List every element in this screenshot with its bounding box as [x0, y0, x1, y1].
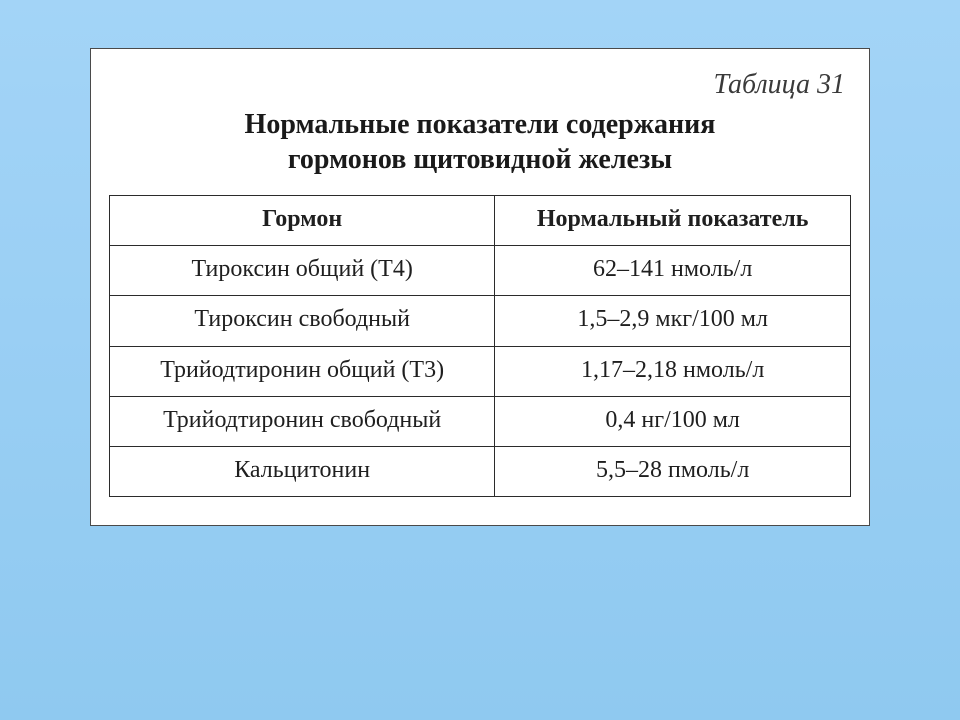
cell-value: 0,4 нг/100 мл — [495, 396, 851, 446]
table-title: Нормальные показатели содержания гормоно… — [109, 107, 851, 177]
hormone-table: Гормон Нормальный показатель Тироксин об… — [109, 195, 851, 497]
col-header-hormone: Гормон — [110, 196, 495, 246]
table-number: Таблица 31 — [109, 69, 845, 101]
table-row: Трийодтиронин общий (Т3) 1,17–2,18 нмоль… — [110, 346, 851, 396]
cell-hormone: Тироксин общий (Т4) — [110, 246, 495, 296]
cell-value: 1,5–2,9 мкг/100 мл — [495, 296, 851, 346]
cell-value: 5,5–28 пмоль/л — [495, 446, 851, 496]
table-row: Кальцитонин 5,5–28 пмоль/л — [110, 446, 851, 496]
cell-hormone: Трийодтиронин свобод­ный — [110, 396, 495, 446]
cell-hormone: Трийодтиронин общий (Т3) — [110, 346, 495, 396]
cell-value: 62–141 нмоль/л — [495, 246, 851, 296]
table-row: Тироксин свободный 1,5–2,9 мкг/100 мл — [110, 296, 851, 346]
cell-value: 1,17–2,18 нмоль/л — [495, 346, 851, 396]
col-header-value: Нормальный показатель — [495, 196, 851, 246]
table-header-row: Гормон Нормальный показатель — [110, 196, 851, 246]
cell-hormone: Тироксин свободный — [110, 296, 495, 346]
table-card: Таблица 31 Нормальные показатели содержа… — [90, 48, 870, 526]
table-row: Тироксин общий (Т4) 62–141 нмоль/л — [110, 246, 851, 296]
title-line-2: гормонов щитовидной железы — [288, 144, 672, 175]
table-row: Трийодтиронин свобод­ный 0,4 нг/100 мл — [110, 396, 851, 446]
title-line-1: Нормальные показатели содержания — [245, 109, 716, 140]
cell-hormone: Кальцитонин — [110, 446, 495, 496]
